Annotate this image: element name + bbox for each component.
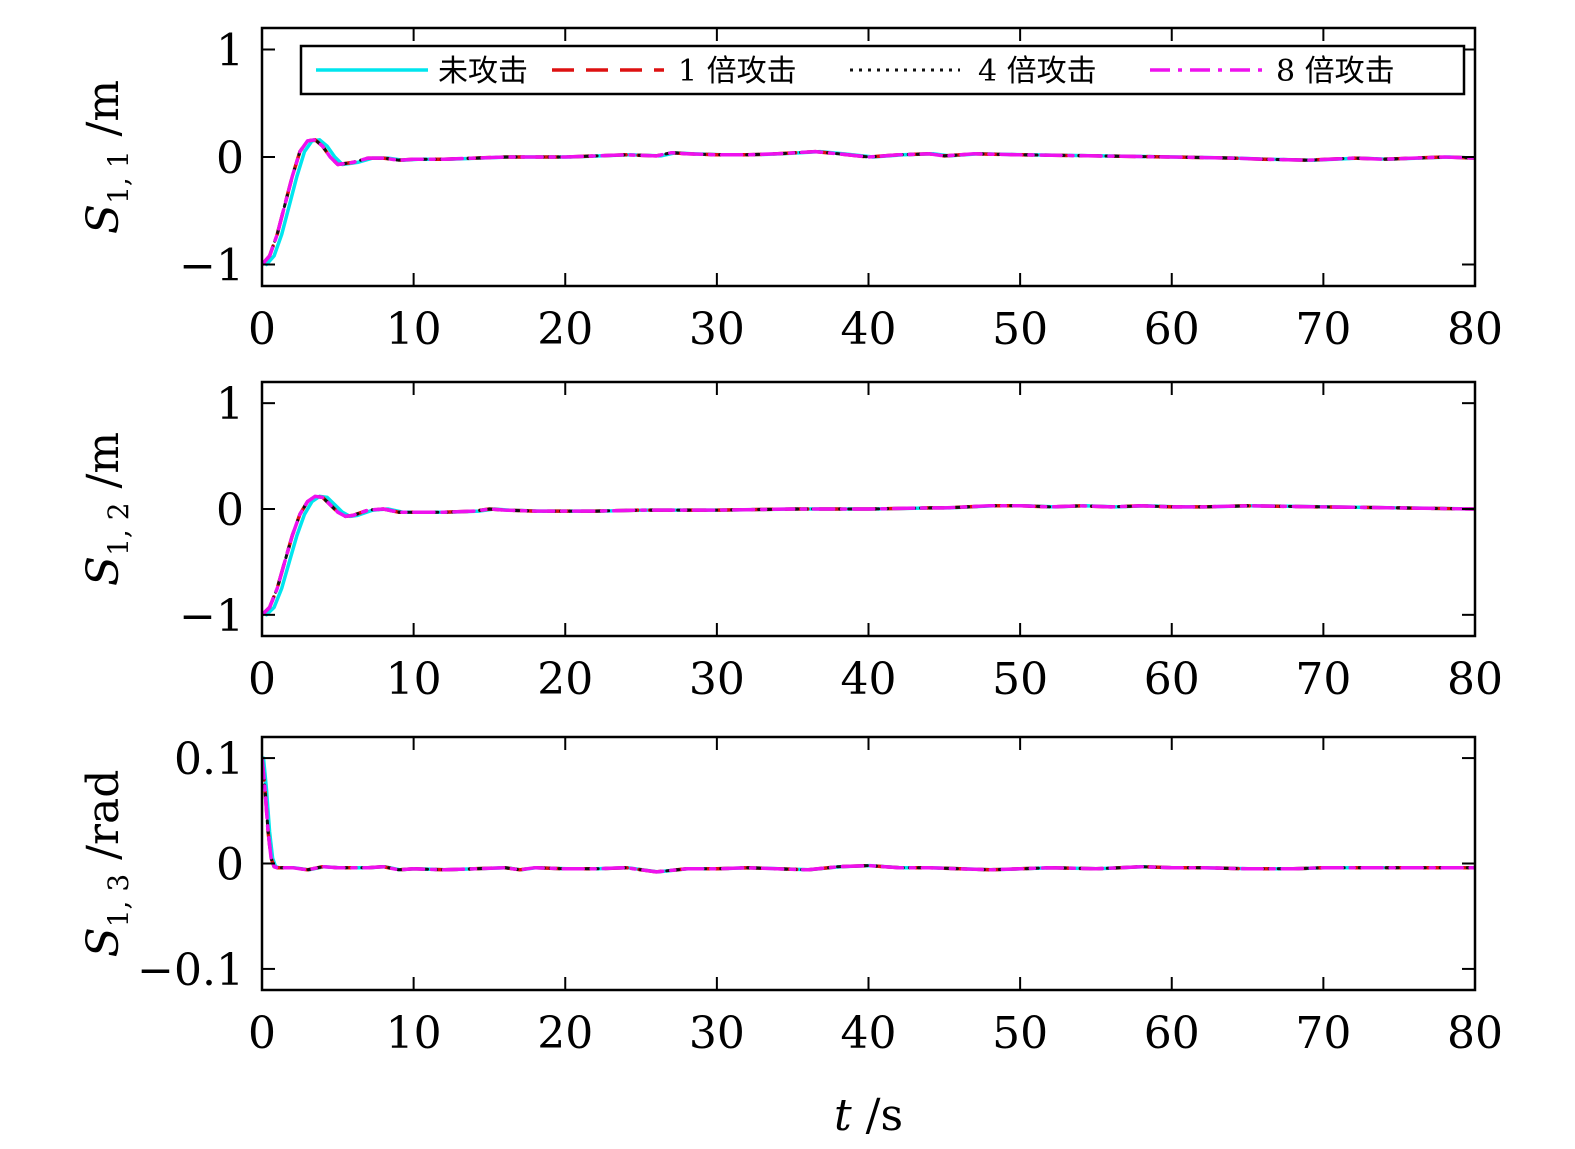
series-line-4 <box>262 756 1475 874</box>
series-lines <box>262 494 1475 617</box>
series-line-2 <box>262 494 1475 617</box>
x-tick-label: 70 <box>1295 304 1351 355</box>
x-tick-label: 60 <box>1144 1008 1200 1059</box>
x-tick-label: 20 <box>537 654 593 705</box>
x-tick-label: 50 <box>992 1008 1048 1059</box>
x-tick-label: 80 <box>1447 304 1503 355</box>
y-tick-label: −0.1 <box>137 945 244 996</box>
x-tick-label: 10 <box>386 654 442 705</box>
x-tick-label: 60 <box>1144 654 1200 705</box>
series-lines <box>262 138 1475 267</box>
x-tick-label: 80 <box>1447 1008 1503 1059</box>
x-tick-label: 40 <box>841 654 897 705</box>
series-lines <box>262 756 1475 874</box>
x-tick-label: 0 <box>248 1008 276 1059</box>
x-tick-label: 0 <box>248 654 276 705</box>
x-tick-label: 40 <box>841 304 897 355</box>
x-tick-label: 10 <box>386 304 442 355</box>
legend: 未攻击 1 倍攻击 4 倍攻击 8 倍攻击 <box>299 44 1466 96</box>
series-line-3 <box>262 756 1475 874</box>
series-line-4 <box>262 138 1475 267</box>
series-line-2 <box>262 756 1475 874</box>
x-tick-label: 30 <box>689 304 745 355</box>
series-line-1 <box>264 494 1475 617</box>
x-tick-label: 50 <box>992 654 1048 705</box>
y-axis-label: S1, 3 /rad <box>78 770 135 958</box>
x-tick-label: 20 <box>537 304 593 355</box>
y-axis-label: S1, 1 /m <box>78 80 135 234</box>
y-tick-label: 0 <box>216 485 244 536</box>
plot-frame <box>260 735 1477 992</box>
y-tick-label: −1 <box>179 591 244 642</box>
x-tick-label: 60 <box>1144 304 1200 355</box>
x-tick-label: 20 <box>537 1008 593 1059</box>
y-axis-label: S1, 2 /m <box>78 432 135 586</box>
x-tick-label: 80 <box>1447 654 1503 705</box>
x-tick-label: 10 <box>386 1008 442 1059</box>
x-tick-label: 70 <box>1295 1008 1351 1059</box>
y-tick-label: 1 <box>216 379 244 430</box>
y-tick-label: 0.1 <box>174 734 244 785</box>
x-tick-label: 30 <box>689 654 745 705</box>
legend-label-4: 8 倍攻击 <box>1276 54 1395 89</box>
y-tick-label: 0 <box>216 840 244 891</box>
x-tick-label: 50 <box>992 304 1048 355</box>
x-tick-label: 70 <box>1295 654 1351 705</box>
legend-label-2: 1 倍攻击 <box>678 54 797 89</box>
y-tick-label: 1 <box>216 26 244 77</box>
x-tick-label: 0 <box>248 304 276 355</box>
legend-label-1: 未攻击 <box>438 54 528 89</box>
y-tick-label: −1 <box>179 241 244 292</box>
x-tick-label: 30 <box>689 1008 745 1059</box>
x-axis-label: t /s <box>834 1090 903 1141</box>
legend-box <box>299 44 1466 96</box>
series-line-1 <box>262 756 1475 874</box>
legend-label-3: 4 倍攻击 <box>978 54 1097 89</box>
series-line-3 <box>262 494 1475 617</box>
x-tick-label: 40 <box>841 1008 897 1059</box>
series-line-4 <box>262 494 1475 617</box>
y-tick-label: 0 <box>216 133 244 184</box>
